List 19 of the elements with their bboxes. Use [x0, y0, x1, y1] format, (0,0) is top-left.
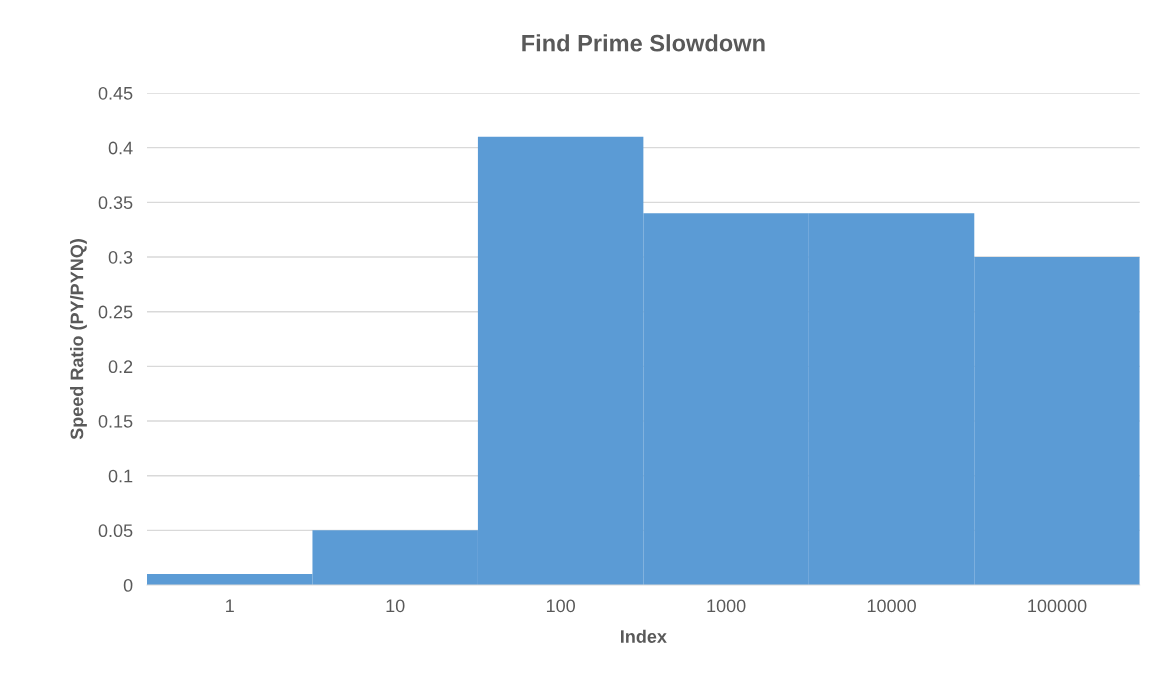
y-tick-label: 0.15	[98, 414, 133, 428]
x-axis-title: Index	[621, 629, 667, 643]
y-tick-label: 0.4	[108, 141, 133, 155]
y-tick-label: 0.05	[98, 524, 133, 538]
y-tick-label: 0.25	[98, 305, 133, 319]
x-tick-label: 100000	[1028, 599, 1087, 613]
y-tick-label: 0.45	[98, 86, 133, 100]
y-tick-label: 0.3	[108, 250, 133, 264]
y-tick-label: 0	[123, 578, 133, 592]
x-tick-label: 10	[386, 599, 405, 613]
x-tick-label: 1	[226, 599, 234, 613]
y-tick-label: 0.35	[98, 196, 133, 210]
y-tick-label: 0.2	[108, 360, 133, 374]
y-axis-title: Speed Ratio (PY/PYNQ)	[70, 239, 87, 440]
y-tick-label: 0.1	[108, 469, 133, 483]
x-tick-label: 100	[546, 599, 575, 613]
x-tick-label: 1000	[707, 599, 746, 613]
chart-title: Find Prime Slowdown	[522, 34, 765, 52]
x-tick-label: 10000	[867, 599, 916, 613]
